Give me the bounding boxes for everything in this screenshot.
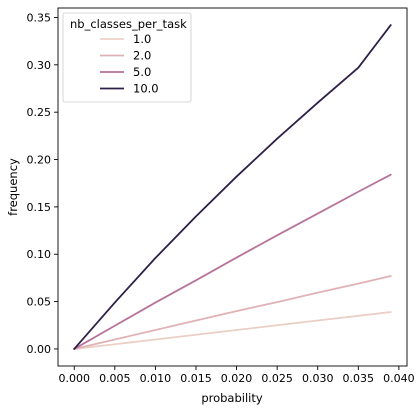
y-tick-label: 0.20 [27, 154, 52, 167]
legend-label: 1.0 [133, 32, 151, 46]
y-tick-label: 0.05 [27, 296, 52, 309]
y-tick-label: 0.30 [27, 59, 52, 72]
y-tick-label: 0.25 [27, 106, 52, 119]
x-tick-label: 0.010 [140, 372, 172, 385]
series-lines [73, 24, 392, 350]
x-tick-label: 0.005 [99, 372, 131, 385]
y-axis-ticks: 0.00 0.05 0.10 0.15 0.20 0.25 0.30 0.35 [27, 11, 58, 356]
legend: nb_classes_per_task 1.0 2.0 5.0 10.0 [62, 12, 192, 103]
x-tick-label: 0.035 [343, 372, 375, 385]
legend-box [62, 12, 192, 103]
x-tick-label: 0.030 [302, 372, 334, 385]
x-axis-ticks: 0.000 0.005 0.010 0.015 0.020 0.025 0.030 0.035… [58, 366, 415, 385]
x-tick-label: 0.025 [261, 372, 293, 385]
series-line-5-0 [73, 173, 392, 350]
plot-frame [57, 7, 408, 367]
series-line-1-0 [73, 311, 392, 350]
x-tick-label: 0.000 [58, 372, 90, 385]
y-tick-label: 0.35 [27, 11, 52, 24]
x-tick-label: 0.040 [383, 372, 415, 385]
y-tick-label: 0.10 [27, 248, 52, 261]
y-tick-label: 0.15 [27, 201, 52, 214]
series-line-2-0 [73, 275, 392, 350]
legend-title: nb_classes_per_task [70, 17, 187, 31]
legend-label: 5.0 [133, 65, 151, 79]
legend-items: 1.0 2.0 5.0 10.0 [100, 32, 159, 96]
x-axis-label: probability [201, 391, 263, 405]
legend-label: 10.0 [133, 82, 159, 96]
series-line-10-0 [73, 24, 392, 350]
y-axis-label: frequency [6, 158, 20, 216]
x-tick-label: 0.020 [221, 372, 253, 385]
legend-label: 2.0 [133, 49, 151, 63]
x-tick-label: 0.015 [180, 372, 212, 385]
y-tick-label: 0.00 [27, 343, 52, 356]
